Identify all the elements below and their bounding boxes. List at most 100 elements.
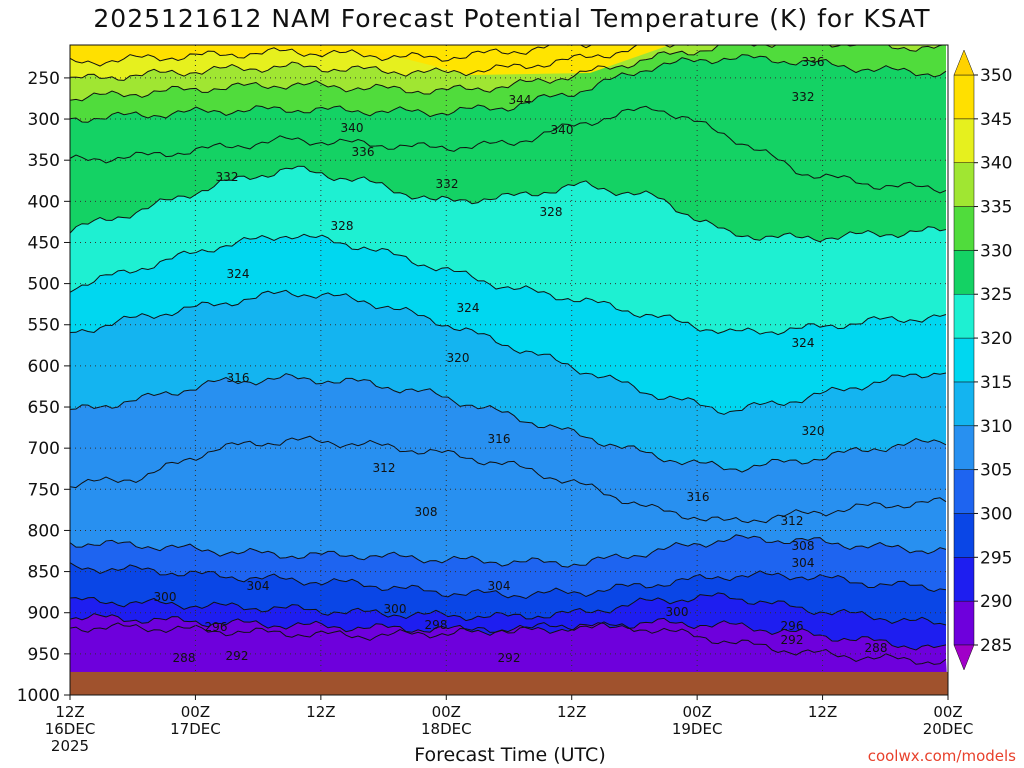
x-tick-label: 00Z xyxy=(933,703,962,721)
contour-label: 288 xyxy=(173,651,196,665)
contour-label: 312 xyxy=(373,461,396,475)
y-tick-label: 800 xyxy=(28,521,60,541)
colorbar-segment xyxy=(953,381,975,427)
contour-line xyxy=(70,54,947,123)
fill-band-top xyxy=(350,45,670,75)
colorbar-segment xyxy=(953,600,975,646)
contour-label: 316 xyxy=(687,490,710,504)
contour-label: 336 xyxy=(352,145,375,159)
colorbar-label: 285 xyxy=(980,636,1012,656)
colorbar-label: 290 xyxy=(980,592,1012,612)
contour-line xyxy=(70,45,593,67)
y-tick-label: 750 xyxy=(28,480,60,500)
plot-area xyxy=(70,45,948,695)
fill-band xyxy=(70,45,946,123)
chart-title: 2025121612 NAM Forecast Potential Temper… xyxy=(93,4,931,33)
colorbar-label: 335 xyxy=(980,198,1012,218)
x-axis-title: Forecast Time (UTC) xyxy=(414,744,606,766)
contour-label: 320 xyxy=(447,351,470,365)
colorbar-label: 295 xyxy=(980,548,1012,568)
colorbar-segment xyxy=(953,337,975,383)
colorbar-segment xyxy=(953,162,975,207)
fill-band xyxy=(70,290,946,473)
contour-line xyxy=(70,45,946,102)
colorbar-label: 350 xyxy=(980,66,1012,86)
contour-line xyxy=(70,233,947,336)
colorbar-segment xyxy=(953,293,975,339)
contour-label: 292 xyxy=(226,649,249,663)
y-tick-label: 850 xyxy=(28,563,60,583)
fill-band xyxy=(70,166,946,335)
colorbar-segment xyxy=(953,425,975,470)
fill-band xyxy=(70,234,946,415)
contour-label: 340 xyxy=(551,123,574,137)
plot-frame xyxy=(69,44,949,696)
colorbar-segment xyxy=(953,513,975,558)
contour-label: 292 xyxy=(781,633,804,647)
contour-label: 288 xyxy=(865,641,888,655)
contour-line xyxy=(70,289,947,415)
fill-band xyxy=(70,613,946,665)
x-tick-label: 12Z xyxy=(557,703,586,721)
colorbar-label: 315 xyxy=(980,373,1012,393)
colorbar-segment xyxy=(953,118,975,163)
colorbar: 285 290 295 300 305 310 315 320 325 330 335 340 345 3… xyxy=(953,49,1012,671)
fill-band xyxy=(70,373,946,523)
contour-label: 300 xyxy=(384,602,407,616)
colorbar-segment xyxy=(953,74,975,120)
fill-band xyxy=(70,436,946,568)
contour-label: 316 xyxy=(227,371,250,385)
y-tick-label: 450 xyxy=(28,233,60,253)
contour-line xyxy=(70,45,690,81)
colorbar-bottom-arrow xyxy=(953,644,975,671)
color-fill-layer xyxy=(70,45,948,695)
colorbar-segment xyxy=(953,557,975,602)
x-tick-label: 00Z xyxy=(432,703,461,721)
y-tick-label: 650 xyxy=(28,398,60,418)
contour-label: 324 xyxy=(227,267,250,281)
contour-label: 320 xyxy=(802,424,825,438)
contour-line xyxy=(70,435,947,524)
y-tick-label: 550 xyxy=(28,316,60,336)
contour-line xyxy=(70,165,947,243)
contour-label: 316 xyxy=(488,432,511,446)
x-tick-label: 19DEC xyxy=(672,720,723,738)
y-tick-label: 250 xyxy=(28,69,60,89)
x-tick-label: 12Z xyxy=(55,703,84,721)
contour-line xyxy=(70,621,947,665)
x-tick-label: 16DEC xyxy=(45,720,96,738)
colorbar-label: 305 xyxy=(980,461,1012,481)
y-tick-label: 700 xyxy=(28,439,60,459)
y-tick-label: 600 xyxy=(28,357,60,377)
contour-label: 332 xyxy=(436,177,459,191)
contour-label: 300 xyxy=(154,590,177,604)
colorbar-label: 345 xyxy=(980,110,1012,130)
fill-band xyxy=(70,562,946,625)
colorbar-label: 310 xyxy=(980,417,1012,437)
x-tick-label: 12Z xyxy=(808,703,837,721)
x-tick-label: 12Z xyxy=(306,703,335,721)
contour-label: 304 xyxy=(247,579,270,593)
contour-label: 332 xyxy=(792,90,815,104)
contour-line xyxy=(70,592,947,626)
credit-link[interactable]: coolwx.com/models xyxy=(867,747,1016,765)
x-tick-label: 18DEC xyxy=(421,720,472,738)
colorbar-label: 330 xyxy=(980,241,1012,261)
contour-label: 304 xyxy=(488,579,511,593)
y-axis: 250 300 350 400 450 500 550 600 650 700 750 800 850 9… xyxy=(17,69,70,706)
contour-line xyxy=(70,373,947,473)
contour-line xyxy=(70,105,947,194)
x-tick-label: 00Z xyxy=(181,703,210,721)
contour-label: 296 xyxy=(781,619,804,633)
contour-label: 308 xyxy=(415,505,438,519)
x-tick-label: 17DEC xyxy=(170,720,221,738)
y-tick-label: 350 xyxy=(28,151,60,171)
contour-label: 336 xyxy=(802,55,825,69)
colorbar-label: 320 xyxy=(980,329,1012,349)
contour-label: 344 xyxy=(509,93,532,107)
contour-label: 340 xyxy=(341,121,364,135)
contour-label: 300 xyxy=(666,605,689,619)
y-tick-label: 500 xyxy=(28,275,60,295)
contour-label: 328 xyxy=(331,219,354,233)
